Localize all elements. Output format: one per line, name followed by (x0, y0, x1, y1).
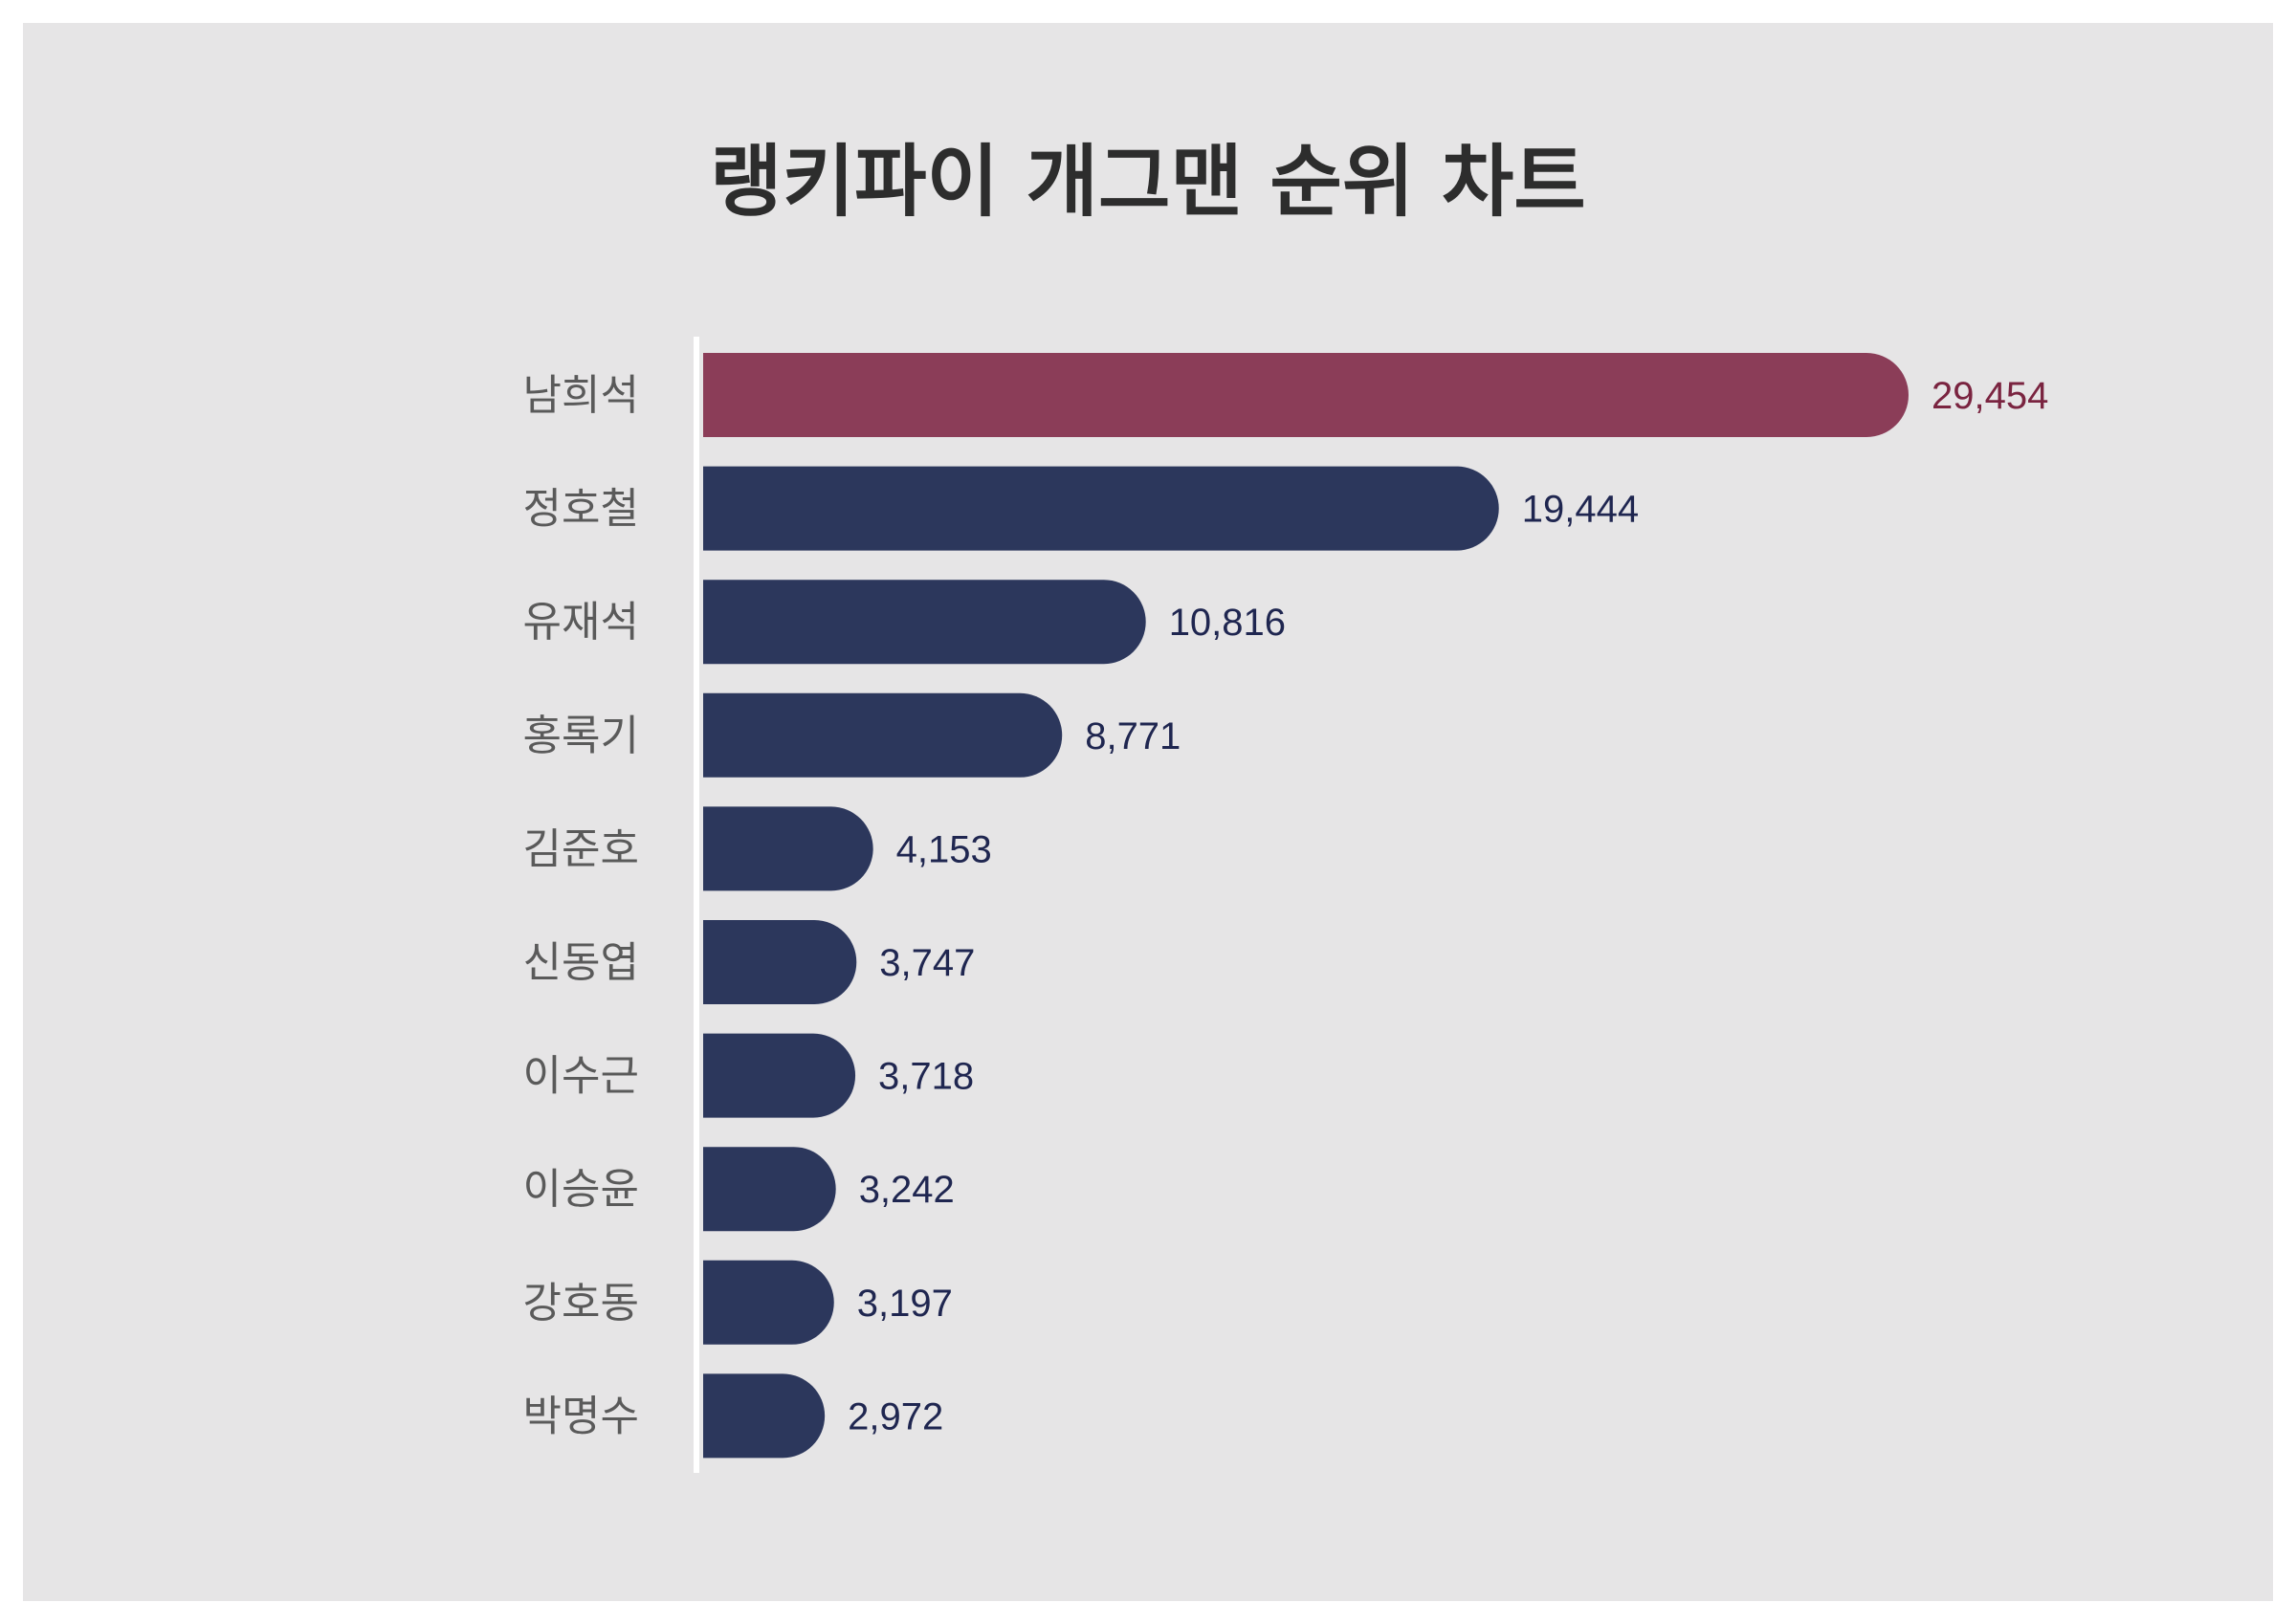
chart-card (23, 23, 2273, 1601)
category-label: 박명수 (523, 1392, 639, 1440)
bar-8 (703, 1147, 836, 1232)
bar-9 (703, 1260, 834, 1345)
value-label: 3,242 (859, 1169, 955, 1211)
bar-10 (703, 1373, 826, 1459)
bar-5 (703, 806, 873, 891)
value-label: 29,454 (1932, 375, 2048, 417)
category-label: 정호철 (523, 485, 639, 534)
category-label: 이승윤 (523, 1165, 639, 1214)
category-label: 유재석 (523, 598, 639, 647)
category-label: 신동엽 (523, 938, 639, 987)
category-label: 남희석 (523, 371, 639, 420)
bar-4 (703, 692, 1063, 778)
category-label: 강호동 (523, 1279, 639, 1328)
bar-6 (703, 920, 857, 1004)
category-label: 김준호 (523, 824, 639, 873)
bar-2 (703, 466, 1499, 551)
value-label: 2,972 (848, 1395, 943, 1437)
value-label: 3,747 (879, 942, 975, 984)
bar-3 (703, 580, 1146, 665)
category-label: 홍록기 (523, 712, 639, 760)
bar-7 (703, 1033, 856, 1118)
value-label: 8,771 (1085, 715, 1181, 757)
bar-1 (703, 353, 1909, 437)
value-label: 3,718 (878, 1056, 974, 1098)
category-label: 이수근 (523, 1052, 639, 1101)
value-label: 10,816 (1169, 602, 1286, 644)
value-label: 3,197 (857, 1283, 953, 1325)
chart-title: 랭키파이 개그맨 순위 차트 (710, 137, 1586, 228)
value-label: 19,444 (1522, 489, 1639, 531)
value-label: 4,153 (896, 828, 992, 870)
